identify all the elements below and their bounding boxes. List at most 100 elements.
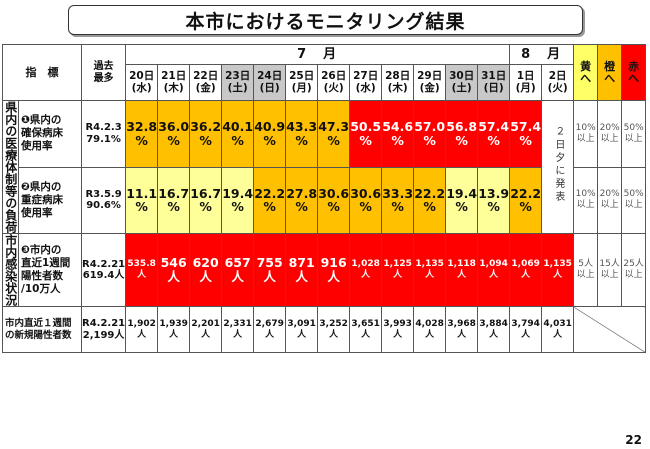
- value-cell: 3,884 人: [477, 306, 511, 353]
- threshold-cell: 50% 以上: [621, 166, 647, 234]
- value-cell: 40.1%: [221, 100, 255, 168]
- date-header: 23日 (土): [221, 64, 255, 101]
- date-header: 2日 (火): [541, 64, 575, 101]
- value-cell: 57.4%: [509, 100, 543, 168]
- value-cell: 4,028 人: [413, 306, 447, 353]
- month-july: 7 月: [125, 44, 511, 65]
- value-cell: 22.2%: [509, 166, 543, 234]
- date-header: 22日 (金): [189, 64, 223, 101]
- indicator-name: 市内直近１週間 の新規陽性者数: [2, 306, 82, 353]
- value-cell: 1,094 人: [477, 233, 511, 307]
- threshold-cell: 5人 以上: [573, 233, 599, 307]
- threshold-cell: 50% 以上: [621, 100, 647, 168]
- value-cell: 22.2%: [253, 166, 287, 234]
- date-header: 26日 (火): [317, 64, 351, 101]
- value-cell: 16.7%: [189, 166, 223, 234]
- page-title: 本市におけるモニタリング結果: [68, 5, 583, 35]
- note-day2: ２日夕に発表: [541, 100, 575, 234]
- value-cell: 3,091 人: [285, 306, 319, 353]
- indicator-name: ❶県内の 確保病床 使用率: [18, 100, 82, 168]
- date-header: 30日 (土): [445, 64, 479, 101]
- value-cell: 620 人: [189, 233, 223, 307]
- value-cell: 657 人: [221, 233, 255, 307]
- date-header: 27日 (水): [349, 64, 383, 101]
- threshold-cell: 15人 以上: [597, 233, 623, 307]
- value-cell: 3,993 人: [381, 306, 415, 353]
- value-cell: 1,939 人: [157, 306, 191, 353]
- value-cell: 1,125 人: [381, 233, 415, 307]
- value-cell: 2,331 人: [221, 306, 255, 353]
- value-cell: 11.1%: [125, 166, 159, 234]
- value-cell: 3,794 人: [509, 306, 543, 353]
- value-cell: 27.8%: [285, 166, 319, 234]
- date-header: 20日 (水): [125, 64, 159, 101]
- value-cell: 19.4%: [445, 166, 479, 234]
- value-cell: 1,028 人: [349, 233, 383, 307]
- indicator-name: ❷県内の 重症病床 使用率: [18, 166, 82, 234]
- value-cell: 871 人: [285, 233, 319, 307]
- value-cell: 33.3%: [381, 166, 415, 234]
- value-cell: 22.2%: [413, 166, 447, 234]
- date-header: 1日 (月): [509, 64, 543, 101]
- level-header-1: 黄へ: [573, 44, 599, 101]
- date-header: 24日 (日): [253, 64, 287, 101]
- value-cell: 13.9%: [477, 166, 511, 234]
- category-medical: 県内の医療体制等の負荷: [2, 100, 19, 234]
- page-number: 22: [625, 433, 642, 447]
- note-text: ２日夕に発表: [552, 126, 564, 205]
- category-infection: 市内感染状況: [2, 233, 19, 307]
- past-max-header: 過去 最多: [80, 44, 127, 101]
- value-cell: 1,135 人: [541, 233, 575, 307]
- indicator-header: 指 標: [2, 44, 82, 101]
- value-cell: 36.0%: [157, 100, 191, 168]
- indicator-name: ❸市内の 直近1週間 陽性者数/10万人: [18, 233, 82, 307]
- month-august: 8 月: [509, 44, 575, 65]
- threshold-cell: 10% 以上: [573, 100, 599, 168]
- past-max-value: R3.5.9 90.6%: [80, 166, 127, 234]
- threshold-cell: 10% 以上: [573, 166, 599, 234]
- value-cell: 50.5%: [349, 100, 383, 168]
- value-cell: 1,135 人: [413, 233, 447, 307]
- date-header: 28日 (木): [381, 64, 415, 101]
- value-cell: 1,069 人: [509, 233, 543, 307]
- value-cell: 3,968 人: [445, 306, 479, 353]
- value-cell: 30.6%: [317, 166, 351, 234]
- value-cell: 3,651 人: [349, 306, 383, 353]
- value-cell: 755 人: [253, 233, 287, 307]
- value-cell: 16.7%: [157, 166, 191, 234]
- date-header: 29日 (金): [413, 64, 447, 101]
- value-cell: 56.8%: [445, 100, 479, 168]
- level-header-2: 橙へ: [597, 44, 623, 101]
- value-cell: 47.3%: [317, 100, 351, 168]
- date-header: 21日 (木): [157, 64, 191, 101]
- value-cell: 32.8%: [125, 100, 159, 168]
- value-cell: 40.9%: [253, 100, 287, 168]
- value-cell: 535.8 人: [125, 233, 159, 307]
- value-cell: 54.6%: [381, 100, 415, 168]
- value-cell: 4,031 人: [541, 306, 575, 353]
- threshold-cell: 25人 以上: [621, 233, 647, 307]
- value-cell: 19.4%: [221, 166, 255, 234]
- value-cell: 916 人: [317, 233, 351, 307]
- value-cell: 1,902 人: [125, 306, 159, 353]
- threshold-cell: 20% 以上: [597, 100, 623, 168]
- date-header: 31日 (日): [477, 64, 511, 101]
- empty-diagonal-cell: [573, 306, 647, 353]
- threshold-cell: 20% 以上: [597, 166, 623, 234]
- value-cell: 36.2%: [189, 100, 223, 168]
- value-cell: 30.6%: [349, 166, 383, 234]
- value-cell: 1,118 人: [445, 233, 479, 307]
- value-cell: 3,252 人: [317, 306, 351, 353]
- value-cell: 546 人: [157, 233, 191, 307]
- value-cell: 57.4%: [477, 100, 511, 168]
- past-max-value: R4.2.3 79.1%: [80, 100, 127, 168]
- past-max-value: R4.2.21 2,199人: [80, 306, 127, 353]
- value-cell: 2,201 人: [189, 306, 223, 353]
- value-cell: 43.3%: [285, 100, 319, 168]
- past-max-value: R4.2.21 619.4人: [80, 233, 127, 307]
- date-header: 25日 (月): [285, 64, 319, 101]
- value-cell: 2,679 人: [253, 306, 287, 353]
- level-header-3: 赤へ: [621, 44, 647, 101]
- value-cell: 57.0%: [413, 100, 447, 168]
